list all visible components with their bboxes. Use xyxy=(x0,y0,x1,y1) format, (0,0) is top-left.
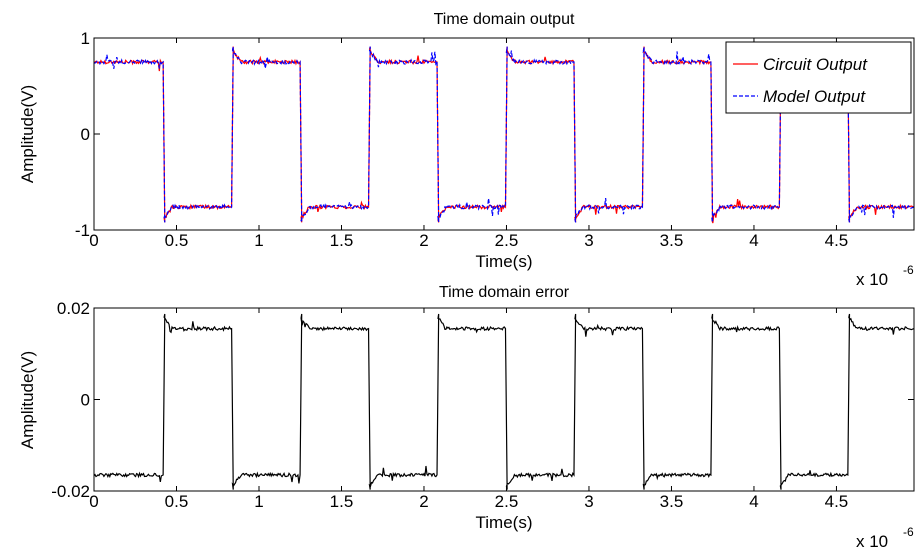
error-series-group xyxy=(94,313,914,490)
output-xtick-label: 1.5 xyxy=(330,231,354,250)
output-plot-title: Time domain output xyxy=(434,11,575,28)
output-xtick-label: 0.5 xyxy=(165,231,189,250)
error-xtick-label: 0 xyxy=(89,492,98,511)
error-ytick-label: 0 xyxy=(81,391,90,410)
error-plot-ylabel: Amplitude(V) xyxy=(18,351,37,449)
output-xtick-label: 1 xyxy=(254,231,263,250)
error-xtick-label: 4 xyxy=(749,492,758,511)
output-plot-x-multiplier-exp: -6 xyxy=(903,263,914,277)
legend-circuit-label: Circuit Output xyxy=(763,55,868,74)
error-xtick-label: 4.5 xyxy=(825,492,849,511)
output-series-model-output xyxy=(94,42,914,223)
output-plot-ticks: 0 0.5 1 1.5 2 2.5 3 3.5 4 4.5-101 xyxy=(75,29,914,250)
output-plot-legend: Circuit Output Model Output xyxy=(725,41,912,114)
output-plot-x-multiplier-base: x 10 xyxy=(856,270,888,289)
output-series-group xyxy=(94,42,914,224)
legend-box xyxy=(725,41,912,114)
error-ytick-label: -0.02 xyxy=(51,482,90,501)
output-plot-ylabel: Amplitude(V) xyxy=(18,85,37,183)
output-xtick-label: 3.5 xyxy=(660,231,684,250)
output-plot-xlabel: Time(s) xyxy=(476,252,533,271)
legend-model-label: Model Output xyxy=(763,87,866,106)
output-plot-x-multiplier: x 10 -6 xyxy=(856,263,914,289)
error-series-line xyxy=(94,313,914,490)
output-ytick-label: 0 xyxy=(81,125,90,144)
output-plot: Time domain output 0 0.5 1 1.5 2 2.5 3 3.5 4 4.5 -… xyxy=(18,11,915,289)
error-plot-x-multiplier-base: x 10 xyxy=(856,532,888,551)
error-plot: Time domain error 0 0.5 1 1.5 2 2.5 3 3.5 4 4.5 -0… xyxy=(18,284,915,551)
output-xtick-label: 2.5 xyxy=(495,231,519,250)
error-ytick-label: 0.02 xyxy=(57,299,90,318)
output-xtick-label: 2 xyxy=(419,231,428,250)
output-xtick-label: 3 xyxy=(584,231,593,250)
error-plot-title: Time domain error xyxy=(439,284,570,301)
error-plot-axes-box xyxy=(93,307,915,492)
output-xtick-label: 0 xyxy=(89,231,98,250)
output-xtick-label: 4 xyxy=(749,231,758,250)
error-xtick-label: 1.5 xyxy=(330,492,354,511)
output-ytick-label: 1 xyxy=(81,29,90,48)
error-xtick-label: 2.5 xyxy=(495,492,519,511)
error-xtick-label: 2 xyxy=(419,492,428,511)
error-xtick-label: 3.5 xyxy=(660,492,684,511)
error-xtick-label: 0.5 xyxy=(165,492,189,511)
error-plot-x-multiplier: x 10 -6 xyxy=(856,525,914,551)
error-plot-x-multiplier-exp: -6 xyxy=(903,525,914,539)
output-ytick-label: -1 xyxy=(75,221,90,240)
error-xtick-label: 1 xyxy=(254,492,263,511)
error-xtick-label: 3 xyxy=(584,492,593,511)
output-xtick-label: 4.5 xyxy=(825,231,849,250)
error-plot-xlabel: Time(s) xyxy=(476,513,533,532)
